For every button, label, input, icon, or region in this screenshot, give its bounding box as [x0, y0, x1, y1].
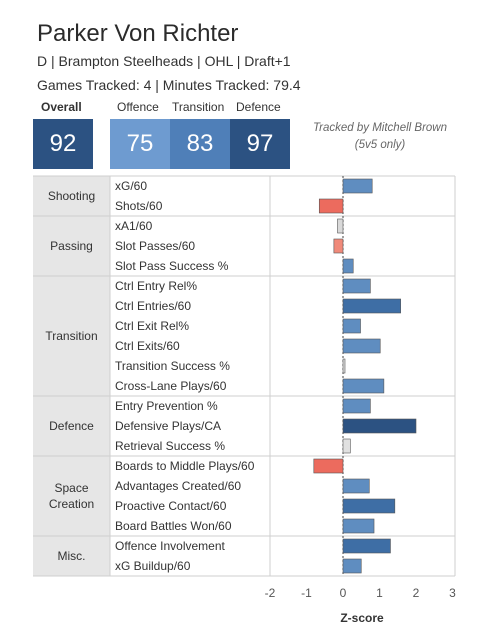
zscore-bar	[342, 518, 375, 534]
group-label: Passing	[50, 239, 93, 253]
offence-label: Offence	[117, 100, 159, 114]
zscore-bar	[313, 458, 344, 474]
zscore-bar	[342, 338, 381, 354]
group-label: Misc.	[58, 549, 86, 563]
metric-label: Slot Passes/60	[115, 239, 195, 253]
group-cell-bg	[33, 456, 110, 536]
metric-label: Cross-Lane Plays/60	[115, 379, 227, 393]
credit-line-2: (5v5 only)	[354, 139, 406, 151]
defence-rating: 97	[230, 119, 290, 169]
group-cell-bg	[33, 536, 110, 576]
metric-label: Shots/60	[115, 199, 163, 213]
group-label: Defence	[49, 419, 94, 433]
group-label: Shooting	[48, 189, 95, 203]
zscore-bar	[333, 238, 344, 254]
metric-label: Slot Pass Success %	[115, 259, 229, 273]
overall-rating: 92	[33, 119, 93, 169]
metric-label: Boards to Middle Plays/60	[115, 459, 255, 473]
x-tick-label: 0	[340, 586, 347, 600]
zscore-bar	[318, 198, 344, 214]
zscore-bar	[342, 378, 385, 394]
metric-label: xG/60	[115, 179, 147, 193]
zscore-bar	[342, 418, 417, 434]
x-tick-label: 1	[376, 586, 383, 600]
player-info: D | Brampton Steelheads | OHL | Draft+1	[37, 53, 291, 69]
zscore-bar	[342, 498, 396, 514]
zscore-bar	[342, 278, 371, 294]
zscore-bar	[342, 398, 371, 414]
group-cell-bg	[33, 276, 110, 396]
group-cell-bg	[33, 396, 110, 456]
zscore-bar	[342, 538, 391, 554]
credit-line-1: Tracked by Mitchell Brown	[313, 122, 447, 134]
player-name: Parker Von Richter	[37, 20, 239, 47]
metric-label: xG Buildup/60	[115, 559, 191, 573]
x-tick-label: 3	[449, 586, 456, 600]
zscore-bar	[342, 298, 401, 314]
zscore-bar	[342, 178, 373, 194]
metric-label: Ctrl Exit Rel%	[115, 319, 189, 333]
zscore-bar	[342, 258, 354, 274]
metric-label: Ctrl Exits/60	[115, 339, 180, 353]
metric-label: Board Battles Won/60	[115, 519, 232, 533]
group-label: Creation	[49, 497, 94, 511]
metric-label: Transition Success %	[115, 359, 230, 373]
group-label: Transition	[45, 329, 97, 343]
x-tick-label: 2	[413, 586, 420, 600]
tracking-credit: Tracked by Mitchell Brown (5v5 only)	[300, 120, 460, 154]
metric-label: Defensive Plays/CA	[115, 419, 221, 433]
zscore-bar	[342, 478, 370, 494]
zscore-bar	[342, 438, 351, 454]
x-tick-label: -1	[301, 586, 312, 600]
group-cell-bg	[33, 176, 110, 216]
transition-rating: 83	[170, 119, 230, 169]
metric-label: Ctrl Entry Rel%	[115, 279, 197, 293]
zscore-bar	[342, 358, 346, 374]
metric-label: Proactive Contact/60	[115, 499, 227, 513]
offence-rating: 75	[110, 119, 170, 169]
metric-label: Ctrl Entries/60	[115, 299, 191, 313]
transition-label: Transition	[172, 100, 225, 114]
overall-label: Overall	[41, 100, 82, 114]
zscore-bar	[342, 318, 361, 334]
group-cell-bg	[33, 216, 110, 276]
zscore-bar	[337, 218, 344, 234]
metric-label: Retrieval Success %	[115, 439, 225, 453]
tracking-info: Games Tracked: 4 | Minutes Tracked: 79.4	[37, 77, 301, 93]
metric-label: Advantages Created/60	[115, 479, 241, 493]
zscore-bar	[342, 558, 362, 574]
x-tick-label: -2	[265, 586, 276, 600]
defence-label: Defence	[236, 100, 281, 114]
metric-label: xA1/60	[115, 219, 153, 233]
x-axis-label: Z-score	[340, 611, 384, 625]
metric-label: Offence Involvement	[115, 539, 226, 553]
group-label: Space	[54, 481, 88, 495]
metric-label: Entry Prevention %	[115, 399, 218, 413]
